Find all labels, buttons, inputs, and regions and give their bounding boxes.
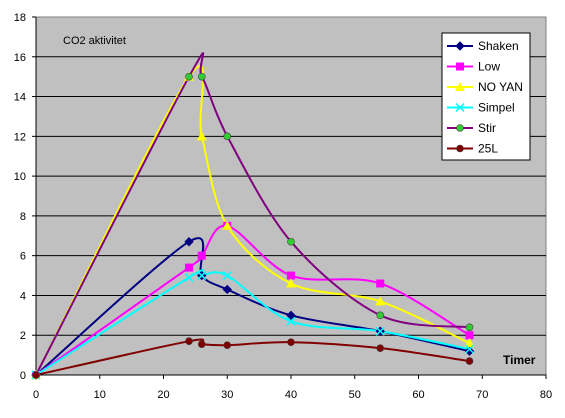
data-point [32, 371, 40, 379]
x-tick-label: 40 [285, 389, 297, 401]
legend-label: Low [478, 60, 500, 74]
data-point [197, 271, 207, 281]
data-point [287, 271, 295, 280]
data-point [465, 357, 474, 365]
x-tick-label: 50 [349, 389, 361, 401]
legend-label: Stir [478, 121, 496, 135]
marker-stroke [375, 326, 385, 336]
x-axis-label: Timer [503, 353, 536, 367]
data-point [196, 131, 207, 141]
data-point [375, 296, 386, 306]
legend-swatch-marker [456, 144, 464, 153]
marker-stroke [184, 273, 194, 283]
legend: Shaken Low NO YAN Simpel Stir 25L [441, 32, 531, 161]
legend-label: Simpel [478, 101, 515, 115]
data-point [287, 237, 295, 246]
y-tick-label: 12 [14, 131, 26, 143]
legend-label: NO YAN [478, 80, 523, 94]
marker-stroke [464, 344, 475, 354]
x-tick-label: 30 [221, 389, 233, 401]
data-point [197, 72, 206, 81]
y-tick-label: 0 [20, 370, 26, 382]
legend-swatch-marker [455, 82, 465, 91]
data-point [185, 263, 193, 272]
legend-swatch-marker [455, 41, 465, 51]
series-line [35, 65, 470, 376]
y-tick-label: 6 [20, 251, 26, 263]
data-point [376, 279, 385, 288]
data-point [287, 338, 295, 346]
data-point [223, 341, 232, 349]
data-point [464, 344, 475, 354]
marker-stroke [286, 316, 296, 326]
y-tick-label: 14 [14, 92, 26, 104]
legend-swatch-marker [456, 124, 464, 132]
y-tick-label: 18 [14, 12, 26, 24]
marker-stroke [222, 271, 232, 281]
x-tick-label: 80 [540, 389, 552, 401]
data-point [222, 271, 232, 281]
data-point [184, 273, 194, 283]
chart-title: CO2 aktivitet [63, 35, 126, 47]
data-point [184, 237, 194, 247]
y-tick-label: 10 [14, 171, 26, 183]
x-tick-label: 60 [412, 389, 424, 401]
x-tick-label: 0 [33, 389, 39, 401]
data-point [286, 310, 296, 321]
data-point [185, 72, 193, 81]
data-point [197, 340, 206, 348]
data-point [222, 284, 232, 295]
data-point [223, 132, 232, 141]
data-point [197, 251, 206, 260]
series-line [35, 52, 470, 376]
data-point [376, 311, 385, 320]
data-point [376, 344, 385, 352]
marker-stroke [197, 271, 207, 281]
y-tick-label: 4 [20, 290, 26, 302]
data-point [375, 326, 385, 336]
data-point [464, 346, 475, 356]
data-point [465, 331, 474, 340]
legend-swatch-marker [455, 102, 465, 113]
legend-label: 25L [478, 142, 498, 156]
x-tick-label: 10 [94, 389, 106, 401]
data-point [286, 316, 296, 326]
data-point [465, 323, 474, 332]
axes: 0 2 4 6 8 10 12 14 16 18 0 10 20 30 40 50 60 70 80 [14, 12, 552, 401]
data-point [222, 220, 233, 230]
x-tick-label: 70 [476, 389, 488, 401]
series-markers [31, 71, 475, 380]
y-tick-label: 16 [14, 52, 26, 64]
data-point [286, 278, 296, 288]
marker-stroke [455, 102, 465, 113]
legend-swatch-marker [456, 62, 464, 71]
legend-box [441, 32, 531, 161]
y-tick-label: 2 [20, 330, 26, 342]
y-tick-label: 8 [20, 211, 26, 223]
data-point [464, 338, 475, 348]
data-point [185, 337, 193, 345]
legend-label: Shaken [478, 39, 519, 53]
x-tick-label: 20 [157, 389, 169, 401]
